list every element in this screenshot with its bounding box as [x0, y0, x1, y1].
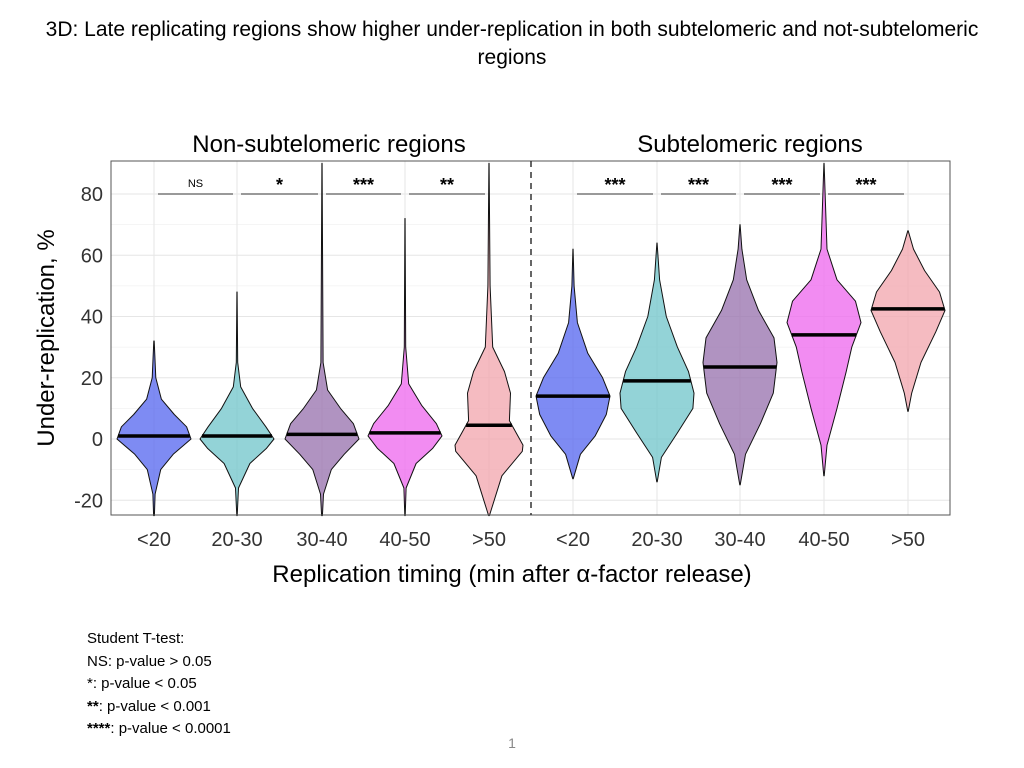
significance-label: ***: [771, 175, 792, 195]
x-axis-label: Replication timing (min after α-factor r…: [272, 561, 751, 588]
legend-text: : p-value < 0.001: [98, 697, 211, 715]
slide-title: 3D: Late replicating regions show higher…: [45, 18, 979, 69]
legend-text: : p-value < 0.05: [92, 675, 197, 692]
legend-symbol: NS: [87, 652, 108, 670]
page-number: 1: [508, 735, 516, 751]
significance-label: **: [440, 175, 454, 195]
x-tick-label: 30-40: [714, 529, 765, 551]
violin-<20: [535, 248, 611, 480]
x-tick-label: <20: [137, 529, 171, 551]
violin-<20: [116, 340, 192, 517]
violin-40-50: [367, 218, 443, 517]
legend-line: **: p-value < 0.001: [87, 696, 231, 719]
x-tick-label: <20: [556, 529, 590, 551]
y-tick-label: 60: [81, 245, 103, 267]
axes: -20 0 20 40 60 80 <20 20-30 30-40 40-50 >50 <20 20-3…: [74, 160, 951, 551]
significance-label: ***: [604, 175, 625, 195]
legend-text: : p-value < 0.0001: [110, 720, 231, 737]
legend-text: : p-value > 0.05: [107, 652, 212, 670]
violin-20-30: [199, 291, 275, 517]
significance-label: ***: [353, 175, 374, 195]
y-tick-label: 0: [92, 429, 103, 451]
x-tick-label: 40-50: [379, 529, 430, 551]
legend-line: NS: p-value > 0.05: [87, 651, 231, 674]
y-tick-label: 80: [81, 184, 103, 206]
x-tick-label: >50: [472, 529, 506, 551]
x-tick-label: 20-30: [631, 529, 682, 551]
x-tick-label: >50: [891, 529, 925, 551]
violins: [116, 162, 946, 517]
y-tick-label: -20: [74, 490, 103, 512]
violin-20-30: [619, 242, 695, 483]
significance-label: *: [276, 175, 283, 195]
significance-brackets: NS * *** ** *** *** *** ***: [158, 175, 904, 195]
violin->50: [870, 230, 946, 412]
significance-label: NS: [188, 178, 203, 190]
significance-legend: Student T-test: NS: p-value > 0.05 *: p-…: [87, 628, 231, 741]
significance-label: ***: [855, 175, 876, 195]
legend-symbol: ****: [87, 720, 111, 737]
y-tick-label: 20: [81, 368, 103, 390]
significance-label: ***: [688, 175, 709, 195]
panel-title-subtelomeric: Subtelomeric regions: [637, 131, 862, 158]
legend-symbol: *: [87, 675, 93, 692]
legend-line: ****: p-value < 0.0001: [87, 718, 231, 741]
violin->50: [454, 162, 524, 517]
x-tick-label: 30-40: [296, 529, 347, 551]
panel-title-non-subtelomeric: Non-subtelomeric regions: [192, 131, 465, 158]
legend-line: *: p-value < 0.05: [87, 673, 231, 696]
y-axis-label: Under-replication, %: [33, 229, 60, 446]
legend-heading: Student T-test:: [87, 630, 185, 647]
violin-30-40: [284, 162, 360, 517]
violin-30-40: [702, 224, 778, 486]
x-tick-label: 40-50: [798, 529, 849, 551]
x-tick-label: 20-30: [211, 529, 262, 551]
violin-40-50: [786, 162, 862, 477]
y-tick-label: 40: [81, 307, 103, 329]
legend-symbol: **: [87, 697, 99, 715]
